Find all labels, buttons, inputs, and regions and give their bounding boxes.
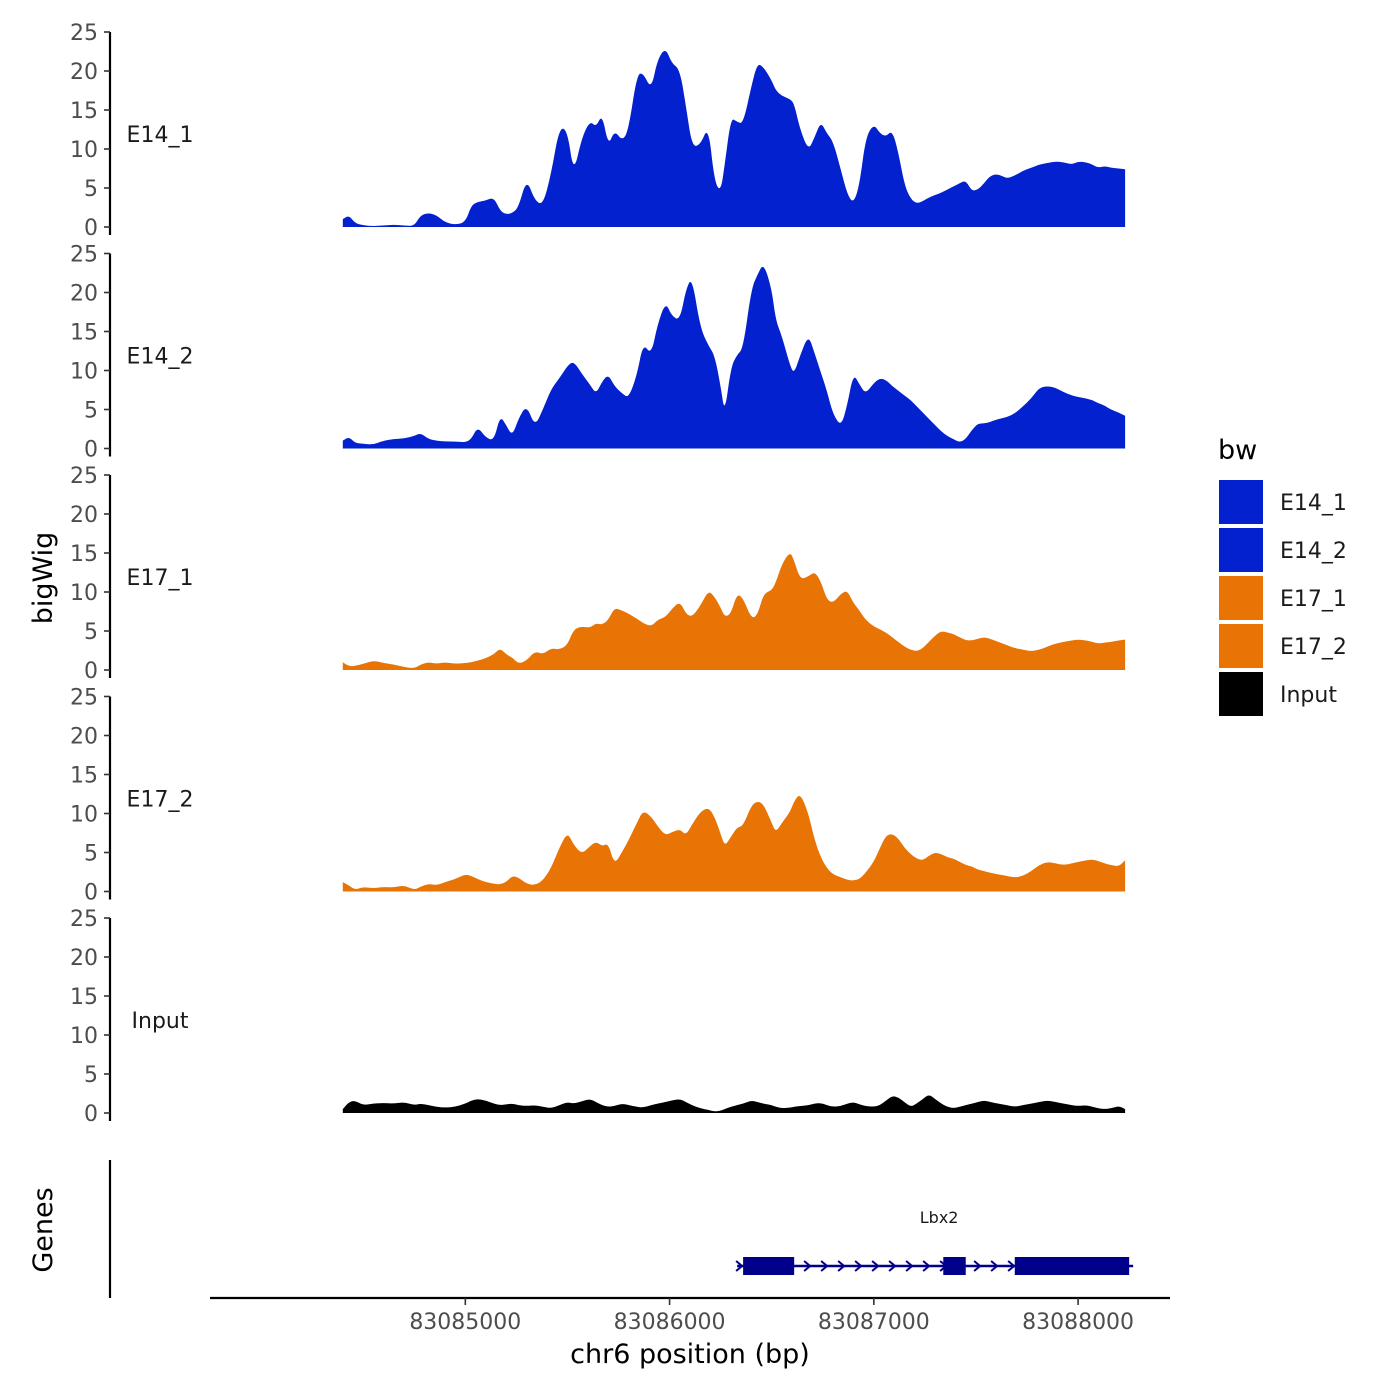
gene-exon (743, 1257, 795, 1275)
y-tick-label: 5 (84, 620, 98, 645)
y-tick-label: 20 (70, 725, 98, 750)
track-label: E14_1 (127, 123, 194, 148)
x-tick-label: 83087000 (818, 1310, 930, 1335)
y-tick-label: 0 (84, 1102, 98, 1127)
legend-label: E14_1 (1280, 491, 1347, 516)
y-tick-label: 15 (70, 542, 98, 567)
gene-label: Lbx2 (920, 1208, 959, 1227)
genes-track-title: Genes (28, 1187, 59, 1272)
y-tick-label: 10 (70, 581, 98, 606)
strand-arrow (922, 1260, 931, 1272)
y-tick-label: 20 (70, 946, 98, 971)
gene-exon (1014, 1257, 1130, 1275)
y-tick-label: 10 (70, 803, 98, 828)
y-tick-label: 5 (84, 842, 98, 867)
y-tick-label: 0 (84, 659, 98, 684)
y-tick-label: 25 (70, 464, 98, 489)
y-tick-label: 10 (70, 1024, 98, 1049)
y-tick-label: 15 (70, 321, 98, 346)
track-label: Input (132, 1009, 189, 1034)
y-tick-label: 10 (70, 360, 98, 385)
tracks: 0 5 10 15 20 25 E14_1 0 5 10 15 20 25 E14_2 0 5 10 15 20 25… (70, 21, 1126, 1127)
track-E17_2: 0 5 10 15 20 25 E17_2 (70, 686, 1126, 906)
y-tick-label: 20 (70, 60, 98, 85)
strand-arrow (735, 1260, 744, 1272)
genes-track: Genes Lbx2 (28, 1160, 1134, 1298)
strand-arrow (854, 1260, 863, 1272)
x-tick-label: 83085000 (409, 1310, 521, 1335)
y-tick-label: 15 (70, 764, 98, 789)
track-label: E17_1 (127, 566, 194, 591)
legend-title: bw (1218, 435, 1257, 466)
track-label: E14_2 (127, 345, 194, 370)
area-E14_2 (342, 266, 1126, 449)
y-axis-title: bigWig (28, 532, 59, 625)
track-E14_2: 0 5 10 15 20 25 E14_2 (70, 243, 1126, 463)
y-tick-label: 5 (84, 399, 98, 424)
y-tick-label: 15 (70, 985, 98, 1010)
y-tick-label: 20 (70, 503, 98, 528)
legend-key (1219, 672, 1263, 716)
y-tick-label: 0 (84, 216, 98, 241)
track-E17_1: 0 5 10 15 20 25 E17_1 (70, 464, 1126, 684)
y-tick-label: 0 (84, 438, 98, 463)
track-label: E17_2 (127, 788, 194, 813)
legend-label: Input (1280, 683, 1337, 708)
strand-arrow (1007, 1260, 1016, 1272)
x-tick-label: 83086000 (614, 1310, 726, 1335)
area-E17_1 (342, 554, 1126, 670)
legend-key (1219, 576, 1263, 620)
y-tick-label: 5 (84, 177, 98, 202)
y-tick-label: 25 (70, 907, 98, 932)
strand-arrow (803, 1260, 812, 1272)
legend-key (1219, 528, 1263, 572)
gene-exon (943, 1257, 966, 1275)
strand-arrow (871, 1260, 880, 1272)
legend-key (1219, 624, 1263, 668)
track-E14_1: 0 5 10 15 20 25 E14_1 (70, 21, 1126, 241)
strand-arrow (905, 1260, 914, 1272)
area-E14_1 (342, 51, 1126, 227)
x-axis: 83085000 83086000 83087000 83088000 (210, 1296, 1170, 1335)
y-tick-label: 10 (70, 138, 98, 163)
legend-label: E14_2 (1280, 539, 1347, 564)
strand-arrow (837, 1260, 846, 1272)
x-axis-title: chr6 position (bp) (570, 1339, 810, 1370)
y-tick-label: 25 (70, 243, 98, 268)
track-Input: 0 5 10 15 20 25 Input (70, 907, 1126, 1127)
area-Input (342, 1095, 1126, 1113)
y-tick-label: 0 (84, 881, 98, 906)
legend-key (1219, 480, 1263, 524)
strand-arrow (820, 1260, 829, 1272)
y-tick-label: 15 (70, 99, 98, 124)
strand-arrow (990, 1260, 999, 1272)
x-tick-label: 83088000 (1022, 1310, 1134, 1335)
legend-label: E17_2 (1280, 635, 1347, 660)
y-tick-label: 25 (70, 686, 98, 711)
y-tick-label: 25 (70, 21, 98, 46)
legend: bw E14_1 E14_2 E17_1 E17_2 Input (1218, 435, 1347, 716)
y-tick-label: 20 (70, 282, 98, 307)
strand-arrow (973, 1260, 982, 1272)
strand-arrow (888, 1260, 897, 1272)
area-E17_2 (342, 796, 1126, 892)
legend-label: E17_1 (1280, 587, 1347, 612)
y-tick-label: 5 (84, 1063, 98, 1088)
